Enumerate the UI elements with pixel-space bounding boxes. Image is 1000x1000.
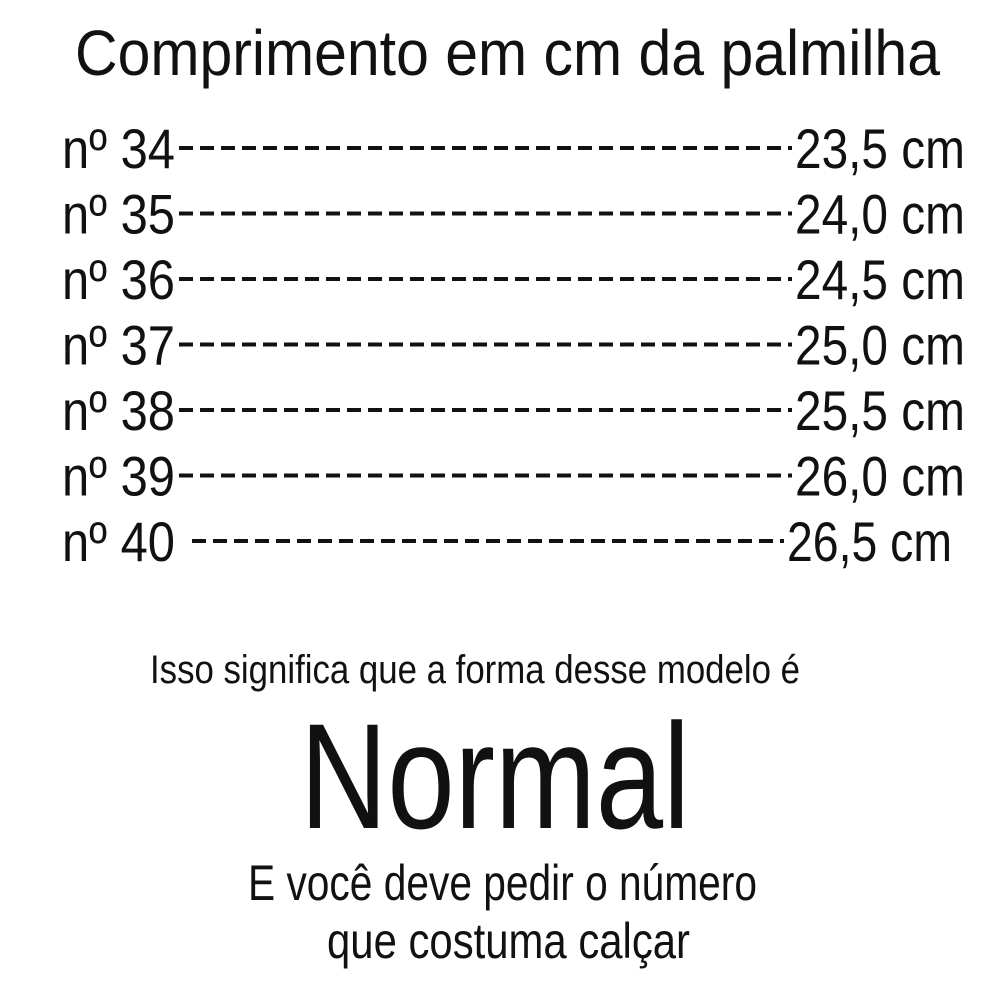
size-label: nº 34 bbox=[62, 117, 175, 180]
intro-text: Isso significa que a forma desse modelo … bbox=[150, 648, 800, 692]
length-value: 25,5 cm bbox=[795, 379, 965, 442]
size-label: nº 37 bbox=[62, 314, 175, 377]
length-value: 25,0 cm bbox=[795, 314, 965, 377]
size-label: nº 36 bbox=[62, 248, 175, 311]
footer-line: E você deve pedir o número bbox=[248, 855, 757, 911]
size-label: nº 35 bbox=[62, 183, 175, 246]
size-label: nº 39 bbox=[62, 445, 175, 508]
title: Comprimento em cm da palmilha bbox=[75, 17, 940, 89]
fit-label: Normal bbox=[300, 692, 690, 860]
footer-line: que costuma calçar bbox=[327, 913, 690, 969]
length-value: 24,0 cm bbox=[795, 183, 965, 246]
length-value: 26,5 cm bbox=[787, 510, 952, 573]
length-value: 23,5 cm bbox=[795, 117, 965, 180]
size-label: nº 40 bbox=[62, 510, 175, 573]
length-value: 24,5 cm bbox=[795, 248, 965, 311]
length-value: 26,0 cm bbox=[795, 445, 965, 508]
size-label: nº 38 bbox=[62, 379, 175, 442]
